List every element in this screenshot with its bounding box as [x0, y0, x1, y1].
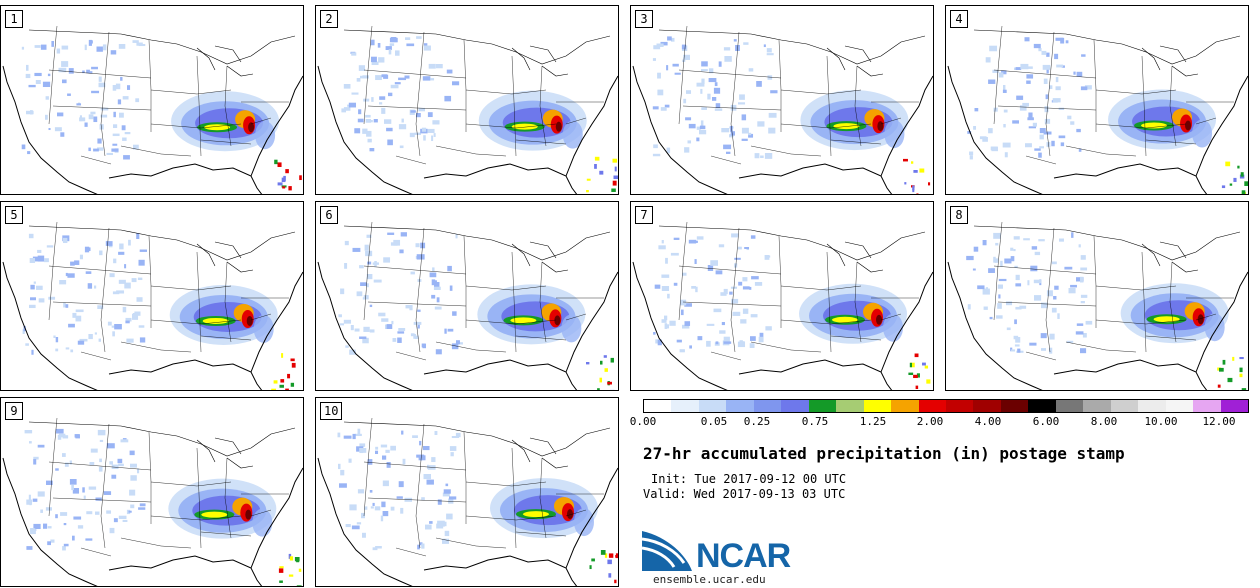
colorbar-segment — [1028, 400, 1056, 412]
colorbar-segment — [726, 400, 754, 412]
map-boundaries — [317, 417, 618, 586]
precip-field — [22, 233, 296, 390]
precip-field — [967, 37, 1248, 194]
member-label: 1 — [5, 10, 23, 28]
colorbar-tick-label: 12.00 — [1202, 415, 1236, 428]
precip-map — [947, 221, 1248, 390]
colorbar — [643, 399, 1249, 413]
map-boundaries — [2, 25, 303, 194]
precip-map — [2, 25, 303, 194]
colorbar-segment — [698, 400, 727, 412]
map-boundaries — [632, 221, 933, 390]
precip-map — [632, 221, 933, 390]
colorbar-segment — [1110, 400, 1139, 412]
precip-field — [341, 36, 618, 193]
ensemble-member-panel: 3 — [630, 5, 934, 195]
colorbar-segment — [945, 400, 974, 412]
colorbar-tick-label: 4.00 — [974, 415, 1002, 428]
member-label: 6 — [320, 206, 338, 224]
colorbar-tick-label: 0.25 — [743, 415, 771, 428]
map-boundaries — [947, 25, 1248, 194]
ensemble-member-panel: 5 — [0, 201, 304, 391]
colorbar-tick-label: 0.75 — [801, 415, 829, 428]
map-boundaries — [2, 417, 303, 586]
map-boundaries — [947, 221, 1248, 390]
ensemble-member-panel: 6 — [315, 201, 619, 391]
member-label: 4 — [950, 10, 968, 28]
precip-field — [966, 232, 1247, 390]
precip-map — [632, 25, 933, 194]
member-label: 10 — [320, 402, 343, 420]
precip-field — [652, 36, 931, 194]
init-time: Init: Tue 2017-09-12 00 UTC — [651, 472, 847, 486]
map-boundaries — [632, 25, 933, 194]
precip-field — [337, 428, 618, 584]
precip-field — [21, 39, 302, 191]
precip-field — [653, 233, 931, 390]
colorbar-segment — [918, 400, 946, 412]
colorbar-tick-label: 0.05 — [700, 415, 728, 428]
precip-map — [317, 221, 618, 390]
site-url[interactable]: ensemble.ucar.edu — [653, 573, 766, 586]
ensemble-member-panel: 1 — [0, 5, 304, 195]
colorbar-segment — [753, 400, 782, 412]
ensemble-member-panel: 2 — [315, 5, 619, 195]
map-boundaries — [317, 221, 618, 390]
colorbar-segment — [671, 400, 699, 412]
colorbar-tick-label: 6.00 — [1032, 415, 1060, 428]
colorbar-tick-label: 8.00 — [1090, 415, 1118, 428]
precip-field — [24, 428, 302, 586]
member-label: 2 — [320, 10, 338, 28]
figure-title: 27-hr accumulated precipitation (in) pos… — [643, 444, 1125, 463]
logo-wordmark: NCAR — [696, 537, 791, 575]
ensemble-member-panel: 9 — [0, 397, 304, 587]
member-label: 3 — [635, 10, 653, 28]
colorbar-segment — [1138, 400, 1166, 412]
ensemble-member-panel: 10 — [315, 397, 619, 587]
colorbar-segment — [1193, 400, 1221, 412]
colorbar-segment — [836, 400, 864, 412]
colorbar-tick-label: 10.00 — [1144, 415, 1178, 428]
member-label: 9 — [5, 402, 23, 420]
colorbar-tick-label: 1.25 — [859, 415, 887, 428]
ensemble-member-panel: 7 — [630, 201, 934, 391]
precip-map — [2, 417, 303, 586]
colorbar-segment — [808, 400, 837, 412]
colorbar-segment — [1083, 400, 1111, 412]
colorbar-segment — [644, 400, 672, 412]
colorbar-segment — [1000, 400, 1029, 412]
precip-map — [2, 221, 303, 390]
ncar-logo-icon — [642, 531, 692, 571]
precip-map — [947, 25, 1248, 194]
colorbar-ticks: 0.00 0.05 0.25 0.75 1.25 2.00 4.00 6.00 … — [0, 415, 1260, 429]
colorbar-segment — [1220, 400, 1248, 412]
map-boundaries — [317, 25, 618, 194]
precip-field — [338, 232, 615, 390]
colorbar-segment — [973, 400, 1001, 412]
ensemble-member-panel: 4 — [945, 5, 1249, 195]
ensemble-member-panel: 8 — [945, 201, 1249, 391]
colorbar-tick-label: 0.00 — [629, 415, 657, 428]
member-label: 8 — [950, 206, 968, 224]
precip-map — [317, 25, 618, 194]
colorbar-segment — [863, 400, 892, 412]
precip-map — [317, 417, 618, 586]
colorbar-segment — [1055, 400, 1084, 412]
colorbar-segment — [891, 400, 919, 412]
colorbar-tick-label: 2.00 — [916, 415, 944, 428]
valid-time: Valid: Wed 2017-09-13 03 UTC — [643, 487, 846, 501]
colorbar-segment — [1165, 400, 1194, 412]
member-label: 5 — [5, 206, 23, 224]
colorbar-segment — [781, 400, 809, 412]
member-label: 7 — [635, 206, 653, 224]
map-boundaries — [2, 221, 303, 390]
